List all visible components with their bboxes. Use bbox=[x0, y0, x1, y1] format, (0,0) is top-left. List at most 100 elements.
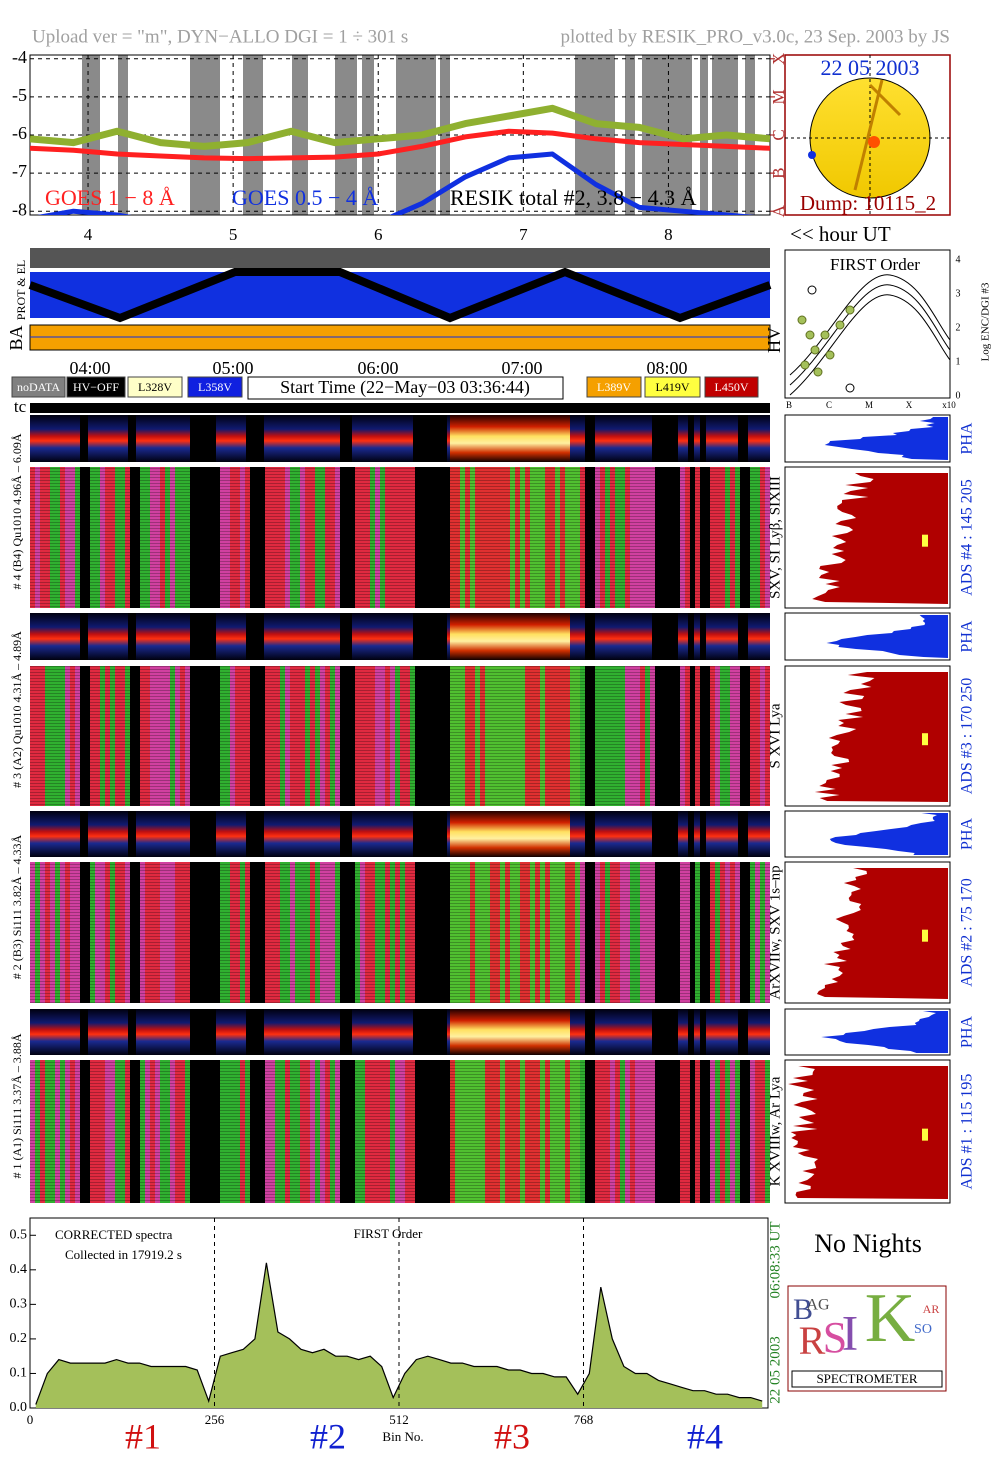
night-band bbox=[243, 55, 263, 215]
pha-gap bbox=[688, 415, 694, 462]
first-order-x-label: x10 bbox=[942, 400, 956, 410]
ads-label: ADS #2 : 75 170 bbox=[959, 878, 976, 986]
series-label: RESIK total #2, 3.8 − 4.3 Å bbox=[450, 185, 697, 210]
legend-label: L358V bbox=[198, 380, 232, 394]
first-order-points bbox=[797, 305, 855, 377]
pha-gap bbox=[738, 613, 748, 660]
pha-gap bbox=[688, 811, 694, 857]
logo-letter: AR bbox=[923, 1302, 940, 1316]
x-axis-label: Bin No. bbox=[382, 1429, 423, 1444]
pha-gap bbox=[80, 613, 88, 660]
pha-gap bbox=[246, 415, 264, 462]
y-tick-label: 0.2 bbox=[10, 1331, 28, 1346]
legend-label: L389V bbox=[597, 380, 631, 394]
legend-label: noDATA bbox=[17, 380, 60, 394]
pha-gap bbox=[700, 415, 706, 462]
spectrogram-texture bbox=[30, 862, 770, 1003]
x-tick-label: 768 bbox=[574, 1412, 594, 1427]
legend-box bbox=[644, 376, 701, 398]
spectrum-area bbox=[35, 1262, 763, 1408]
pha-gap bbox=[80, 811, 88, 857]
channel-label: #1 bbox=[125, 1416, 161, 1456]
series-line bbox=[30, 128, 770, 162]
pha-gap bbox=[585, 415, 595, 462]
sun-marker bbox=[808, 151, 816, 159]
y2-tick-label: C bbox=[769, 129, 788, 140]
spectrum-line bbox=[35, 1262, 763, 1405]
detector-label: # 1 (A1) Si111 3.37Å – 3.88Å bbox=[10, 1033, 24, 1178]
pha-image bbox=[30, 613, 770, 660]
first-order-curve bbox=[789, 274, 951, 376]
pha-gap bbox=[246, 811, 264, 857]
logo-caption-box bbox=[791, 1370, 943, 1388]
first-order-point bbox=[845, 383, 855, 393]
logo-letter: SO bbox=[914, 1322, 932, 1337]
channel-label: #2 bbox=[310, 1416, 346, 1456]
pha-gap bbox=[413, 613, 447, 660]
pha-gap bbox=[652, 415, 678, 462]
spectrogram-texture bbox=[30, 666, 770, 806]
pha-gap bbox=[738, 1009, 748, 1055]
logo-letter: AG bbox=[806, 1297, 830, 1314]
pha-gap bbox=[340, 1009, 352, 1055]
spectrum-title: FIRST Order bbox=[354, 1226, 423, 1241]
tc-label: tc bbox=[14, 397, 27, 416]
strips: PROT & EL BA HV bbox=[6, 248, 784, 353]
first-order-x-label: C bbox=[826, 400, 832, 410]
first-order-x-label: X bbox=[906, 400, 913, 410]
legend-box bbox=[187, 376, 243, 398]
strip-gray bbox=[30, 248, 770, 268]
pha-image bbox=[30, 1009, 770, 1055]
y2-tick-label: M bbox=[769, 89, 788, 104]
x-tick-label: 8 bbox=[664, 225, 673, 244]
pha-gap bbox=[190, 811, 216, 857]
pha-gap bbox=[340, 415, 352, 462]
ads-label: ADS #4 : 145 205 bbox=[959, 479, 976, 595]
spectrum-annotation: Collected in 17919.2 s bbox=[65, 1247, 182, 1262]
legend-label: HV−OFF bbox=[73, 380, 119, 394]
pha-gap bbox=[128, 613, 136, 660]
series-label: GOES 0.5 − 4 Å bbox=[232, 185, 378, 210]
channel-label: #4 bbox=[687, 1416, 723, 1456]
pha-gap bbox=[585, 1009, 595, 1055]
pha-gap bbox=[128, 415, 136, 462]
pha-gap bbox=[652, 1009, 678, 1055]
orbit-track bbox=[28, 267, 772, 323]
time-label: 04:00 bbox=[69, 358, 110, 378]
y2-tick-label: X bbox=[769, 53, 788, 65]
pha-hist bbox=[821, 1011, 948, 1053]
header-right: plotted by RESIK_PRO_v3.0c, 23 Sep. 2003… bbox=[560, 26, 950, 47]
legend-label: L328V bbox=[138, 380, 172, 394]
side-date: 22 05 2003 bbox=[767, 1336, 783, 1404]
spectrum-annotation: CORRECTED spectra bbox=[55, 1227, 173, 1242]
side-time: 06:08:33 UT bbox=[767, 1221, 783, 1298]
y-tick-label: 0.1 bbox=[10, 1366, 28, 1381]
hour-label: << hour UT bbox=[790, 222, 891, 246]
pha-hot bbox=[450, 613, 570, 660]
logo-letter: B bbox=[793, 1293, 813, 1326]
ads-marker bbox=[922, 1128, 928, 1141]
start-time: Start Time (22−May−03 03:36:44) bbox=[280, 377, 530, 398]
y-tick-label: 0.5 bbox=[10, 1227, 28, 1242]
first-order-title: FIRST Order bbox=[830, 255, 920, 274]
strip-label: HV bbox=[764, 327, 784, 353]
first-order-y-title: Log ENC/DGI #3 bbox=[980, 282, 992, 361]
goes-series bbox=[30, 104, 770, 215]
pha-gap bbox=[190, 613, 216, 660]
y-tick-label: -6 bbox=[12, 123, 27, 143]
spectrogram-texture bbox=[30, 1060, 770, 1203]
y2-tick-label: B bbox=[769, 167, 788, 178]
x-tick-label: 256 bbox=[205, 1412, 225, 1427]
pha-gap bbox=[652, 613, 678, 660]
y-tick-label: -8 bbox=[12, 199, 27, 219]
pha-hist bbox=[824, 417, 948, 460]
pha-gap bbox=[700, 1009, 706, 1055]
sun-date: 22 05 2003 bbox=[821, 55, 920, 80]
sun-dump: Dump: 10115_2 bbox=[800, 191, 936, 215]
no-nights: No Nights bbox=[814, 1229, 922, 1258]
ads-marker bbox=[922, 534, 928, 547]
detector-lines: SXV, SI Lyβ, SIXIII bbox=[767, 476, 783, 599]
detector-lines: K XVIIIw, Ar Lya bbox=[767, 1076, 783, 1186]
first-order-panel: FIRST Order Log ENC/DGI #3 bbox=[784, 249, 992, 399]
